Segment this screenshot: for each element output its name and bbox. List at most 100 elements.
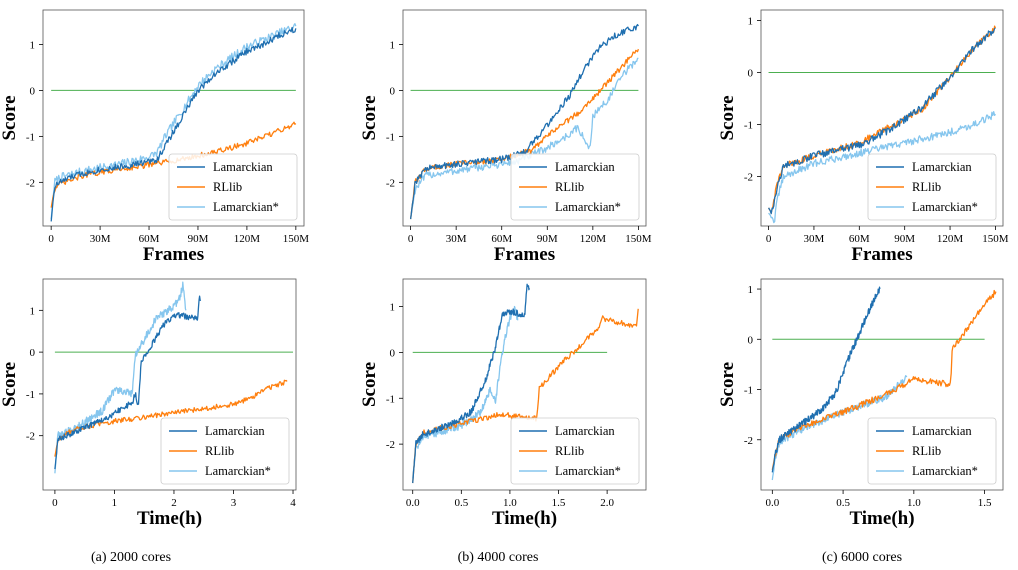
x-tick-label: 1 bbox=[112, 497, 118, 509]
y-tick-label: -1 bbox=[386, 131, 395, 143]
y-tick-label: 0 bbox=[390, 347, 396, 359]
x-axis-label: Frames bbox=[851, 244, 912, 265]
legend-box bbox=[160, 417, 290, 485]
series-line-lamarckian-star bbox=[50, 23, 297, 220]
plot-frame bbox=[760, 9, 1004, 227]
x-tick-label: 150M bbox=[982, 233, 1009, 245]
legend-box bbox=[867, 417, 997, 485]
caption-c: (c) 6000 cores bbox=[822, 550, 902, 565]
legend-entry: Lamarckian* bbox=[912, 200, 978, 214]
x-tick-label: 1.0 bbox=[907, 497, 921, 509]
x-tick-label: 60M bbox=[491, 233, 512, 245]
x-tick-label: 0 bbox=[408, 233, 414, 245]
legend-entry: RLlib bbox=[555, 180, 584, 194]
x-tick-label: 0.0 bbox=[406, 497, 420, 509]
y-tick-label: 1 bbox=[30, 305, 36, 317]
x-tick-label: 0 bbox=[48, 233, 54, 245]
x-tick-label: 90M bbox=[537, 233, 558, 245]
caption-b: (b) 4000 cores bbox=[458, 550, 539, 565]
y-axis-label: Score bbox=[717, 362, 738, 407]
y-tick-label: -2 bbox=[26, 431, 35, 443]
x-tick-label: 2 bbox=[171, 497, 177, 509]
legend-box bbox=[867, 153, 997, 221]
x-tick-label: 30M bbox=[90, 233, 111, 245]
x-axis-label: Time(h) bbox=[137, 508, 202, 529]
x-tick-label: 120M bbox=[937, 233, 964, 245]
y-tick-label: 0 bbox=[30, 347, 36, 359]
legend: Lamarckian RLlib Lamarckian* bbox=[867, 153, 997, 221]
y-axis-label: Score bbox=[0, 362, 20, 407]
caption-a: (a) 2000 cores bbox=[91, 550, 171, 565]
chart-b-frames: 0 30M 60M 90M 120M 150M -2 -1 0 1 Frames Score Lamar… bbox=[359, 9, 652, 265]
legend-entry: Lamarckian* bbox=[205, 464, 271, 478]
x-tick-label: 150M bbox=[283, 233, 310, 245]
legend: Lamarckian RLlib Lamarckian* bbox=[510, 153, 640, 221]
y-tick-label: 1 bbox=[30, 39, 36, 51]
legend-entry: Lamarckian bbox=[213, 160, 273, 174]
series-line-lamarckian bbox=[768, 27, 996, 215]
x-axis-label: Frames bbox=[143, 244, 204, 265]
y-axis-label: Score bbox=[717, 95, 738, 140]
x-tick-label: 150M bbox=[625, 233, 652, 245]
x-axis-label: Time(h) bbox=[849, 508, 914, 529]
x-tick-label: 30M bbox=[804, 233, 825, 245]
legend-box bbox=[168, 153, 298, 221]
y-axis-label: Score bbox=[0, 95, 20, 140]
y-tick-label: 1 bbox=[390, 39, 396, 51]
x-tick-label: 0.5 bbox=[836, 497, 850, 509]
x-tick-label: 60M bbox=[849, 233, 870, 245]
x-axis-label: Time(h) bbox=[492, 508, 557, 529]
legend-entry: RLlib bbox=[555, 444, 584, 458]
chart-a-time: 0 1 2 3 4-2-101Time(h)ScoreLamarckianRLlibLa… bbox=[0, 278, 297, 529]
legend-entry: RLlib bbox=[912, 180, 941, 194]
legend: Lamarckian RLlib Lamarckian* bbox=[510, 417, 640, 485]
x-tick-label: 2.0 bbox=[600, 497, 614, 509]
x-tick-label: 90M bbox=[894, 233, 915, 245]
plot-frame bbox=[402, 278, 647, 491]
y-tick-label: -1 bbox=[744, 120, 753, 132]
y-tick-label: 0 bbox=[748, 67, 754, 79]
series-line-rllib bbox=[54, 379, 288, 457]
series-line-rllib bbox=[771, 289, 997, 471]
plot-frame bbox=[402, 9, 647, 227]
series-line-lamarckian-star bbox=[412, 305, 519, 479]
chart-c-time: 0.0 0.5 1.0 1.5 -2 -1 0 1 Time(h) Score Lamarckian… bbox=[717, 278, 1004, 529]
x-tick-label: 1.0 bbox=[503, 497, 517, 509]
legend-entry: RLlib bbox=[205, 444, 234, 458]
x-tick-label: 1.5 bbox=[552, 497, 566, 509]
y-tick-label: 1 bbox=[748, 15, 754, 27]
chart-grid: 0 30M 60M 90M 120M 150M -2 -1 0 1 Frames Score Lamar… bbox=[0, 9, 1009, 529]
x-tick-label: 3 bbox=[231, 497, 237, 509]
y-tick-label: -1 bbox=[744, 385, 753, 397]
y-tick-label: -1 bbox=[26, 389, 35, 401]
y-tick-label: -1 bbox=[386, 393, 395, 405]
series-line-lamarckian-star bbox=[768, 111, 996, 224]
x-tick-label: 0 bbox=[52, 497, 58, 509]
series-line-lamarckian bbox=[50, 26, 297, 222]
y-tick-label: 0 bbox=[30, 85, 36, 97]
y-tick-label: 0 bbox=[390, 85, 396, 97]
legend: Lamarckian RLlib Lamarckian* bbox=[168, 153, 298, 221]
chart-c-frames: 0 30M 60M 90M 120M 150M -2 -1 0 1 Frames Score Lamar… bbox=[717, 9, 1009, 265]
legend-entry: Lamarckian* bbox=[555, 464, 621, 478]
x-tick-label: 4 bbox=[290, 497, 296, 509]
series-line-lamarckian bbox=[412, 283, 531, 484]
legend-entry: Lamarckian bbox=[912, 160, 972, 174]
legend-entry: Lamarckian* bbox=[912, 464, 978, 478]
legend: Lamarckian RLlib Lamarckian* bbox=[160, 417, 290, 485]
legend-entry: Lamarckian bbox=[555, 424, 615, 438]
legend-entry: Lamarckian* bbox=[555, 200, 621, 214]
legend-box bbox=[510, 417, 640, 485]
y-tick-label: -2 bbox=[26, 177, 35, 189]
y-tick-label: 0 bbox=[748, 334, 754, 346]
x-tick-label: 0.5 bbox=[454, 497, 468, 509]
x-axis-label: Frames bbox=[494, 244, 555, 265]
legend-entry: Lamarckian bbox=[555, 160, 615, 174]
chart-b-time: 0.0 0.5 1.0 1.5 2.0 -2 -1 0 1 Time(h) Score Lamarck… bbox=[359, 278, 647, 529]
y-tick-label: 1 bbox=[390, 302, 396, 314]
chart-a-frames: 0 30M 60M 90M 120M 150M -2 -1 0 1 Frames Score Lamar… bbox=[0, 9, 310, 265]
y-tick-label: -2 bbox=[744, 172, 753, 184]
plot-frame bbox=[42, 9, 305, 227]
legend-entry: Lamarckian bbox=[912, 424, 972, 438]
